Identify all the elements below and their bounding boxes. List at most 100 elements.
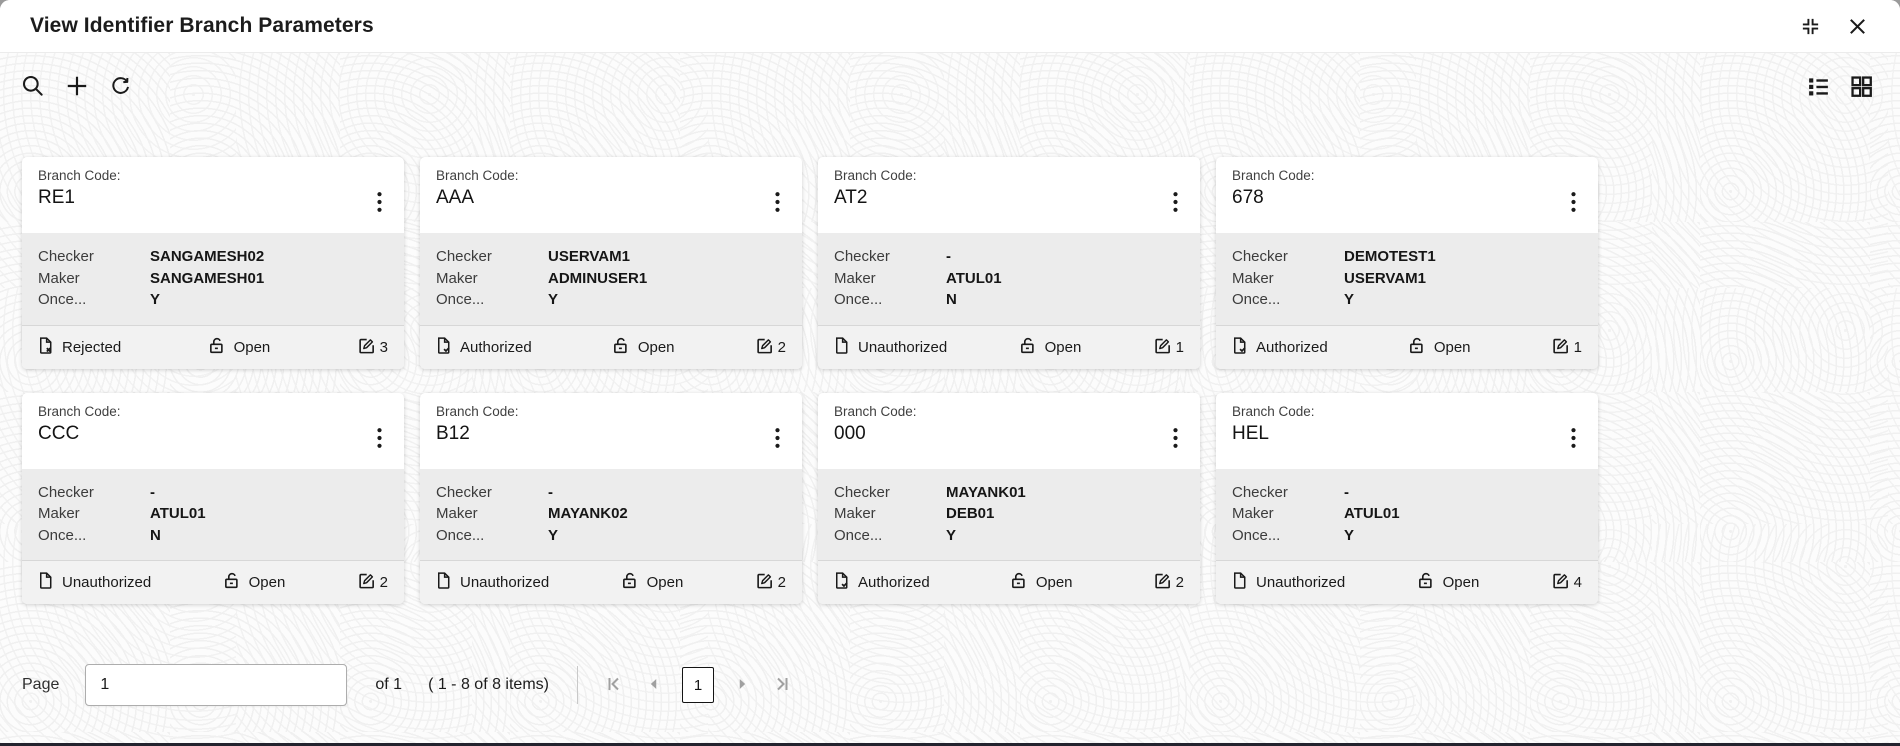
record-status: Open: [223, 571, 285, 594]
branch-code-label: Branch Code:: [38, 168, 121, 183]
kebab-icon: [775, 192, 780, 216]
field-value: Y: [946, 526, 957, 544]
edit-icon: [357, 571, 376, 594]
kebab-menu-button[interactable]: [1565, 423, 1582, 456]
auth-status: Authorized: [1230, 336, 1328, 359]
record-status: Open: [1010, 571, 1073, 594]
prev-page-button[interactable]: [643, 673, 665, 698]
kebab-menu-button[interactable]: [1167, 187, 1184, 220]
close-icon: [1847, 16, 1868, 37]
auth-status-label: Authorized: [1256, 338, 1328, 356]
lock-open-icon: [1019, 336, 1038, 359]
field-label: Once...: [436, 526, 485, 544]
edit-count-badge: 2: [1153, 571, 1184, 594]
field-value: ATUL01: [1344, 505, 1400, 522]
branch-code-value: 000: [834, 422, 866, 444]
prev-page-icon: [645, 675, 663, 696]
field-label: Checker: [834, 248, 890, 265]
lock-open-icon: [1408, 336, 1427, 359]
current-page-button[interactable]: 1: [681, 667, 714, 703]
kebab-menu-button[interactable]: [769, 187, 786, 220]
kebab-icon: [1173, 427, 1178, 452]
field-value: ATUL01: [150, 505, 206, 522]
record-status-label: Open: [1044, 338, 1082, 356]
page-input[interactable]: [85, 664, 348, 706]
field-value: -: [946, 248, 951, 265]
kebab-menu-button[interactable]: [371, 187, 388, 220]
auth-status-icon: [832, 336, 851, 359]
kebab-icon: [775, 427, 780, 452]
field-row: Maker ATUL01: [38, 503, 388, 525]
field-value: Y: [150, 291, 161, 308]
card-header-text: Branch Code: 678: [1232, 168, 1315, 233]
field-label: Once...: [436, 291, 485, 308]
auth-status-label: Authorized: [858, 574, 930, 591]
auth-status: Authorized: [832, 571, 930, 594]
list-view-icon: [1806, 74, 1831, 99]
refresh-button[interactable]: [106, 72, 135, 101]
card-header-text: Branch Code: CCC: [38, 404, 121, 469]
auth-status-icon: [1230, 336, 1249, 359]
field-value: SANGAMESH01: [150, 269, 265, 287]
record-status-label: Open: [637, 338, 675, 356]
expand-button[interactable]: [1798, 14, 1823, 39]
record-status-label: Open: [1433, 338, 1471, 356]
toolbar-right: [1804, 72, 1876, 101]
kebab-menu-button[interactable]: [1565, 187, 1582, 220]
page-label: Page: [22, 676, 60, 693]
field-row: Checker SANGAMESH02: [38, 246, 388, 268]
auth-status: Unauthorized: [1230, 571, 1345, 594]
grid-view-button[interactable]: [1847, 72, 1876, 101]
field-row: Once... Y: [436, 525, 786, 547]
last-page-button[interactable]: [770, 672, 794, 699]
field-label: Checker: [1232, 248, 1288, 265]
toolbar: [0, 52, 1900, 101]
field-row: Checker MAYANK01: [834, 482, 1184, 504]
last-page-icon: [772, 674, 792, 697]
field-row: Once... N: [834, 289, 1184, 311]
search-button[interactable]: [18, 71, 48, 101]
close-button[interactable]: [1845, 14, 1870, 39]
edit-count-badge: 3: [357, 336, 388, 359]
card-fields: Checker MAYANK01 Maker DEB01 Once... Y: [818, 468, 1200, 560]
edit-count-badge: 1: [1153, 336, 1184, 359]
field-row: Maker SANGAMESH01: [38, 268, 388, 290]
field-row: Checker USERVAM1: [436, 246, 786, 268]
edit-count: 2: [379, 574, 388, 591]
edit-icon: [755, 571, 774, 594]
card-fields: Checker - Maker MAYANK02 Once... Y: [420, 468, 802, 560]
content-area: Branch Code: RE1 Checker SANGAMESH02 Mak…: [0, 52, 1900, 746]
field-value: DEMOTEST1: [1344, 248, 1436, 265]
lock-open-icon: [621, 571, 640, 594]
field-value: -: [1344, 483, 1349, 501]
branch-code-value: HEL: [1232, 422, 1269, 444]
field-label: Maker: [834, 269, 876, 287]
window-bottom-edge: [0, 743, 1900, 746]
next-page-button[interactable]: [731, 673, 753, 698]
field-value: Y: [548, 291, 559, 308]
branch-code-label: Branch Code:: [38, 403, 121, 419]
edit-count: 2: [1175, 574, 1184, 591]
field-value: MAYANK02: [548, 505, 628, 522]
kebab-menu-button[interactable]: [1167, 423, 1184, 456]
card-header-text: Branch Code: 000: [834, 404, 917, 469]
field-label: Checker: [38, 248, 94, 265]
card-header-text: Branch Code: AAA: [436, 168, 519, 233]
card-header: Branch Code: 678: [1216, 157, 1598, 233]
field-row: Once... N: [38, 525, 388, 547]
auth-status: Rejected: [36, 336, 121, 359]
auth-status-icon: [36, 571, 55, 594]
card-footer: Unauthorized Open: [1216, 560, 1598, 604]
add-button[interactable]: [62, 71, 92, 101]
plus-icon: [64, 73, 90, 99]
record-status-label: Open: [1035, 574, 1073, 591]
expand-icon: [1800, 16, 1821, 37]
kebab-menu-button[interactable]: [371, 423, 388, 456]
first-page-button[interactable]: [602, 672, 626, 699]
field-value: USERVAM1: [548, 248, 630, 265]
kebab-menu-button[interactable]: [769, 423, 786, 456]
list-view-button[interactable]: [1804, 72, 1833, 101]
branch-code-label: Branch Code:: [436, 168, 519, 183]
field-value: MAYANK01: [946, 483, 1026, 501]
